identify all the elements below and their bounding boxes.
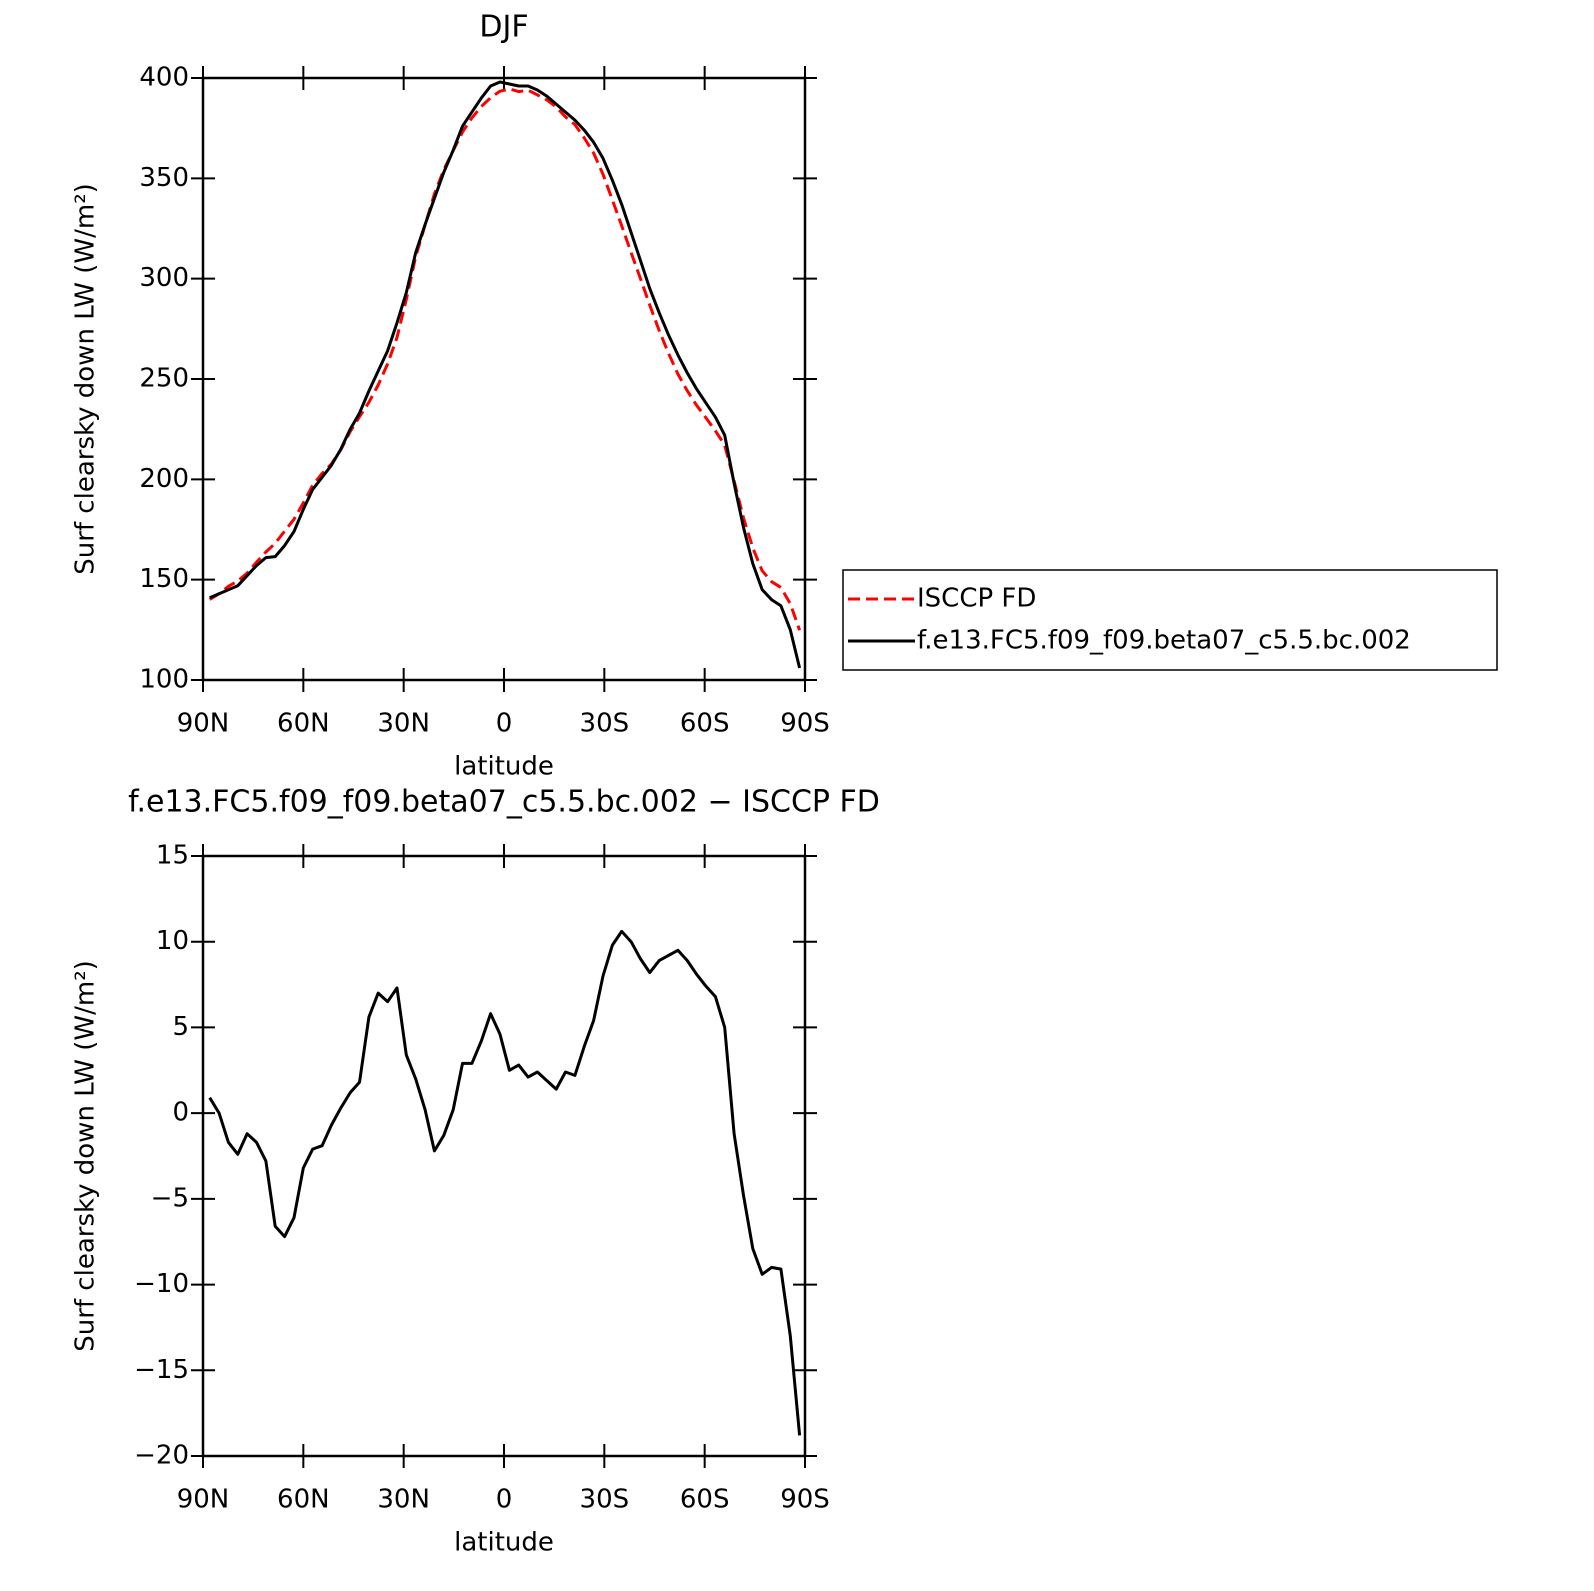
- y-tick-label: 200: [139, 464, 189, 494]
- x-tick-label: 60S: [680, 1485, 730, 1515]
- x-tick-label: 60S: [680, 709, 730, 739]
- y-axis-label: Surf clearsky down LW (W/m²): [71, 960, 101, 1352]
- data-line: [208, 87, 802, 631]
- x-tick-label: 60N: [277, 709, 330, 739]
- y-tick-label: 15: [156, 841, 189, 871]
- x-tick-label: 60N: [277, 1485, 330, 1515]
- chart-title: f.e13.FC5.f09_f09.beta07_c5.5.bc.002 − I…: [128, 785, 880, 820]
- y-tick-label: 250: [139, 364, 189, 394]
- y-axis-label: Surf clearsky down LW (W/m²): [71, 183, 101, 575]
- chart-title: DJF: [479, 10, 528, 45]
- legend-box: [842, 569, 1498, 671]
- y-tick-label: 150: [139, 564, 189, 594]
- x-tick-label: 90N: [177, 709, 230, 739]
- data-line: [208, 929, 802, 1436]
- y-tick-label: 5: [172, 1012, 189, 1042]
- y-tick-label: −20: [134, 1441, 189, 1471]
- x-tick-label: 30N: [377, 1485, 430, 1515]
- legend-label: ISCCP FD: [917, 584, 1036, 614]
- x-axis-label: latitude: [454, 1528, 554, 1558]
- y-tick-label: −10: [134, 1269, 189, 1299]
- plot-frame: [201, 854, 807, 1458]
- x-tick-label: 30N: [377, 709, 430, 739]
- x-tick-label: 90N: [177, 1485, 230, 1515]
- x-tick-label: 0: [496, 1485, 513, 1515]
- plot-frame: [201, 76, 807, 682]
- x-tick-label: 90S: [780, 709, 830, 739]
- y-tick-label: 100: [139, 665, 189, 695]
- y-tick-label: 400: [139, 63, 189, 93]
- data-line: [209, 80, 802, 669]
- x-tick-label: 30S: [580, 709, 630, 739]
- y-tick-label: 300: [139, 263, 189, 293]
- x-tick-label: 90S: [780, 1485, 830, 1515]
- y-tick-label: 0: [172, 1098, 189, 1128]
- x-axis-label: latitude: [454, 752, 554, 782]
- legend-label: f.e13.FC5.f09_f09.beta07_c5.5.bc.002: [917, 626, 1411, 656]
- y-tick-label: 350: [139, 163, 189, 193]
- y-tick-label: −5: [151, 1183, 189, 1213]
- y-tick-label: −15: [134, 1355, 189, 1385]
- y-tick-label: 10: [156, 926, 189, 956]
- x-tick-label: 30S: [580, 1485, 630, 1515]
- x-tick-label: 0: [496, 709, 513, 739]
